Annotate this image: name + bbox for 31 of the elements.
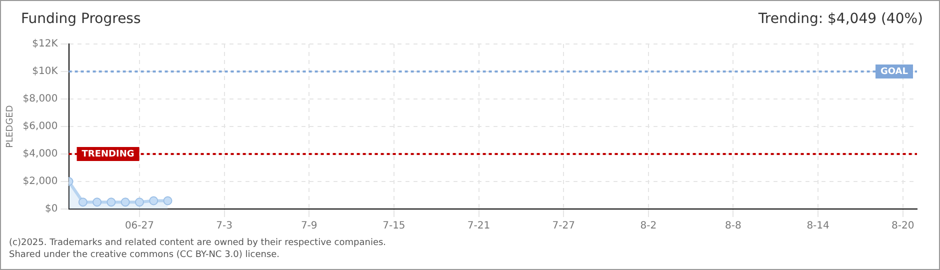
point xyxy=(78,198,88,207)
y-axis-title: PLEDGED xyxy=(6,105,16,148)
point xyxy=(134,198,144,207)
x-tick-label: 7-3 xyxy=(216,220,232,232)
x-tick-label: 8-2 xyxy=(640,220,657,232)
point xyxy=(149,196,158,206)
y-tick-label: $2,000 xyxy=(22,176,58,188)
ref-line-label: GOAL xyxy=(880,66,908,77)
x-tick-label: 8-14 xyxy=(806,220,830,232)
y-tick-label: $4,000 xyxy=(22,148,58,160)
y-tick-label: $6,000 xyxy=(22,121,58,132)
text: (c)2025. Trademarks and related content are owned by their respective companies. xyxy=(9,237,388,249)
point xyxy=(120,198,130,207)
x-tick-label: 7-15 xyxy=(382,220,406,232)
point xyxy=(163,196,172,206)
y-tick-label: $8,000 xyxy=(22,94,58,105)
chart-title: Funding Progress xyxy=(21,11,141,29)
x-tick-label: 8-8 xyxy=(725,220,742,232)
ref-line-label: TRENDING xyxy=(82,149,134,160)
x-tick-label: 06-27 xyxy=(124,220,154,232)
x-tick-label: 7-9 xyxy=(300,220,318,232)
chart-subtitle: Trending: $4,049 (40%) xyxy=(758,11,923,29)
x-tick-label: 8-20 xyxy=(892,220,914,232)
point xyxy=(106,198,116,207)
text: Shared under the creative commons (CC BY-NC 3.0) license. xyxy=(9,249,281,261)
y-tick-label: $0 xyxy=(45,204,58,215)
x-tick-label: 7-21 xyxy=(467,220,490,232)
point xyxy=(92,198,102,207)
y-tick-label: $12K xyxy=(32,38,58,50)
x-tick-label: 7-27 xyxy=(552,220,575,232)
y-tick-label: $10K xyxy=(32,66,58,78)
